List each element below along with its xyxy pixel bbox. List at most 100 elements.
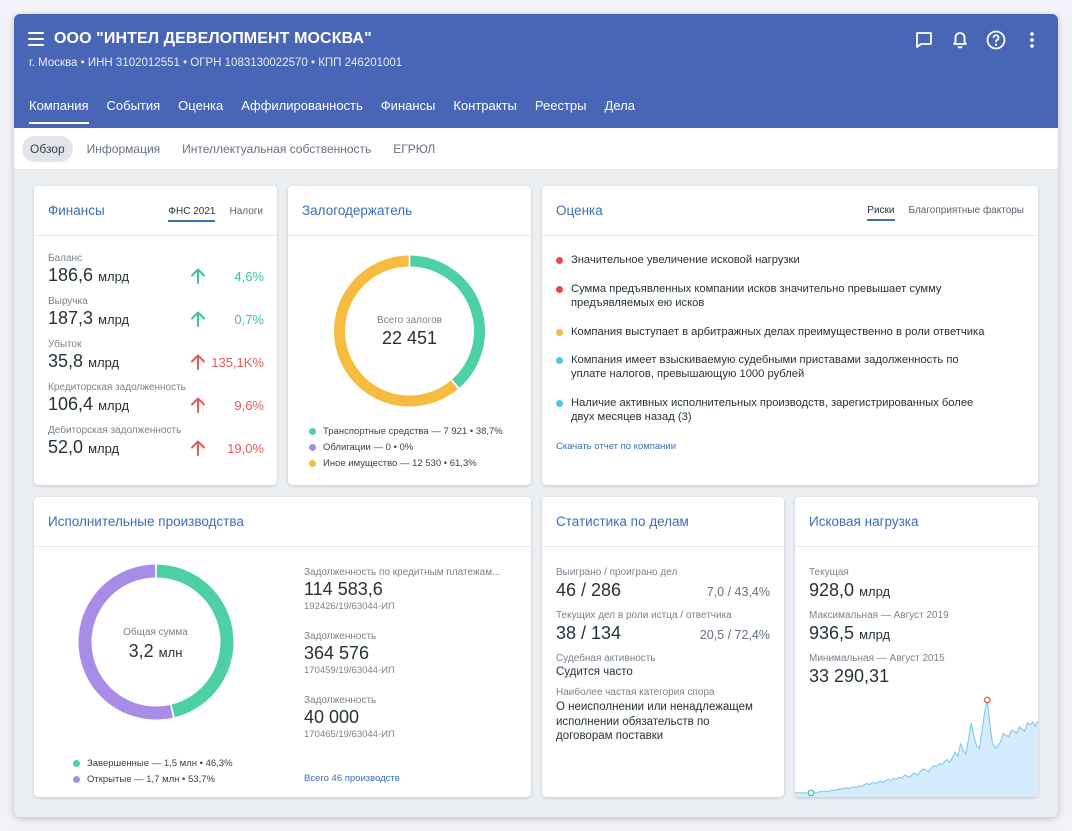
enforcement-center-value: 3,2 (128, 641, 154, 661)
enforcement-item[interactable]: Задолженность 40 000 170465/19/63044-ИП (304, 695, 514, 740)
finance-row[interactable]: Кредиторская задолженность 106,4 млрд 9,6% (48, 382, 264, 426)
finance-row-label: Баланс (48, 253, 83, 264)
enforcement-card: Исполнительные производства Общая сумма … (34, 497, 531, 797)
tab-contracts[interactable]: Контракты (453, 98, 517, 113)
claims-max-label: Максимальная — Август 2019 (809, 610, 949, 621)
finance-tab-taxes[interactable]: Налоги (229, 206, 263, 217)
won-lost-label: Выиграно / проиграно дел (556, 567, 678, 578)
legend-text: Иное имущество — 12 530 • 61,3% (323, 458, 477, 469)
enforcement-slice[interactable] (156, 564, 234, 718)
legend-dot-icon (309, 428, 316, 435)
legend-text: Облигации — 0 • 0% (323, 442, 414, 453)
main-tabs: Компания События Оценка Аффилированность… (20, 92, 644, 124)
company-meta: г. Москва • ИНН 3102012551 • ОГРН 108313… (29, 57, 403, 69)
finance-row-value: 52,0 (48, 437, 84, 457)
finance-tab-fns[interactable]: ФНС 2021 (168, 206, 216, 222)
more-vertical-icon[interactable] (1020, 28, 1044, 52)
finance-row-label: Кредиторская задолженность (48, 382, 186, 393)
enforcement-slice[interactable] (78, 564, 173, 720)
enforcement-center-unit: млн (158, 645, 183, 660)
finance-row-change: 19,0% (227, 441, 264, 456)
enforcement-item[interactable]: Задолженность 364 576 170459/19/63044-ИП (304, 631, 514, 676)
claims-title: Исковая нагрузка (809, 514, 919, 529)
tab-finance[interactable]: Финансы (380, 98, 436, 113)
enforcement-center-label: Общая сумма (123, 627, 188, 638)
claims-current-value: 928,0 (809, 580, 855, 600)
finance-row-change: 0,7% (234, 312, 264, 327)
risk-dot-icon (556, 257, 563, 264)
enforcement-item-value: 114 583,6 (304, 579, 383, 599)
chat-icon[interactable] (912, 28, 936, 52)
tab-rating[interactable]: Оценка (178, 98, 224, 113)
stats-title: Статистика по делам (556, 514, 689, 529)
subtab-overview[interactable]: Обзор (22, 135, 73, 162)
finance-row[interactable]: Баланс 186,6 млрд 4,6% (48, 253, 264, 297)
finance-row-unit: млрд (98, 398, 130, 413)
subtab-egrul[interactable]: ЕГРЮЛ (393, 141, 436, 156)
finance-row-unit: млрд (88, 441, 120, 456)
enforcement-legend-item: Завершенные — 1,5 млн • 46,3% (73, 758, 233, 769)
arrow-up-icon (191, 268, 205, 284)
pledge-card: Залогодержатель Всего залогов 22 451 Тра… (288, 186, 531, 485)
finance-title: Финансы (48, 203, 105, 218)
arrow-up-icon (191, 440, 205, 456)
menu-icon[interactable] (28, 32, 44, 46)
finance-row-value: 35,8 (48, 351, 84, 371)
tab-company[interactable]: Компания (20, 92, 98, 124)
finance-row-label: Убыток (48, 339, 82, 350)
sub-tabs: Обзор Информация Интеллектуальная собств… (14, 128, 1058, 170)
roles-label: Текущих дел в роли истца / ответчика (556, 610, 732, 621)
finance-row[interactable]: Выручка 187,3 млрд 0,7% (48, 296, 264, 340)
pledge-legend-item: Транспортные средства — 7 921 • 38,7% (309, 426, 503, 437)
claims-min-label: Минимальная — Август 2015 (809, 653, 945, 664)
claims-load-card: Исковая нагрузка Текущая 928,0 млрд Макс… (795, 497, 1038, 797)
pledge-legend-item: Облигации — 0 • 0% (309, 442, 503, 453)
finance-row[interactable]: Дебиторская задолженность 52,0 млрд 19,0% (48, 425, 264, 469)
rating-tab-risks[interactable]: Риски (867, 205, 895, 221)
tab-affiliation[interactable]: Аффилированность (241, 98, 363, 113)
pledge-legend-item: Иное имущество — 12 530 • 61,3% (309, 458, 503, 469)
risk-dot-icon (556, 357, 563, 364)
subtab-intellectual-property[interactable]: Интеллектуальная собственность (182, 141, 372, 156)
pledge-legend: Транспортные средства — 7 921 • 38,7% Обл… (309, 426, 503, 474)
claims-max-value: 936,5 (809, 623, 855, 643)
pledge-title: Залогодержатель (302, 203, 413, 218)
subtab-information[interactable]: Информация (86, 141, 161, 156)
download-report-link[interactable]: Скачать отчет по компании (556, 441, 677, 452)
pledge-slice[interactable] (334, 255, 459, 407)
enforcement-item-id: 192426/19/63044-ИП (304, 601, 395, 612)
all-enforcements-link[interactable]: Всего 46 производств (304, 773, 400, 784)
finance-row-change: 135,1K% (211, 355, 264, 370)
finance-row[interactable]: Убыток 35,8 млрд 135,1K% (48, 339, 264, 383)
company-header: ООО "ИНТЕЛ ДЕВЕЛОПМЕНТ МОСКВА" г. Москва… (14, 14, 1058, 128)
pledge-center-label: Всего залогов (377, 315, 442, 326)
tab-events[interactable]: События (106, 98, 161, 113)
legend-text: Завершенные — 1,5 млн • 46,3% (87, 758, 233, 769)
tab-registries[interactable]: Реестры (534, 98, 587, 113)
rating-tab-favorable[interactable]: Благоприятные факторы (908, 205, 1025, 216)
enforcement-item-label: Задолженность по кредитным платежам... (304, 567, 501, 578)
risk-dot-icon (556, 400, 563, 407)
claims-area-chart (795, 696, 1038, 797)
rating-title: Оценка (556, 203, 603, 218)
risk-item: Наличие активных исполнительных производ… (556, 396, 1016, 424)
help-icon[interactable] (984, 28, 1008, 52)
bell-icon[interactable] (948, 28, 972, 52)
arrow-up-icon (191, 311, 205, 327)
legend-dot-icon (309, 460, 316, 467)
enforcement-title: Исполнительные производства (48, 514, 244, 529)
tab-cases[interactable]: Дела (604, 98, 635, 113)
enforcement-legend: Завершенные — 1,5 млн • 46,3% Открытые — … (73, 758, 233, 790)
claims-max-marker[interactable] (983, 696, 991, 704)
claims-min-marker[interactable] (807, 789, 815, 797)
finance-card: Финансы ФНС 2021 Налоги Баланс 186,6 млрд… (34, 186, 277, 485)
claims-min-value: 33 290,31 (809, 666, 890, 686)
claims-area-fill (795, 700, 1038, 797)
finance-row-label: Выручка (48, 296, 88, 307)
risk-text: Наличие активных исполнительных производ… (571, 397, 974, 423)
enforcement-item[interactable]: Задолженность по кредитным платежам... 11… (304, 567, 514, 612)
activity-value: Судится часто (556, 666, 633, 678)
enforcement-item-value: 40 000 (304, 707, 360, 727)
pledge-slice[interactable] (410, 255, 485, 388)
risk-text: Компания выступает в арбитражных делах п… (571, 326, 985, 338)
